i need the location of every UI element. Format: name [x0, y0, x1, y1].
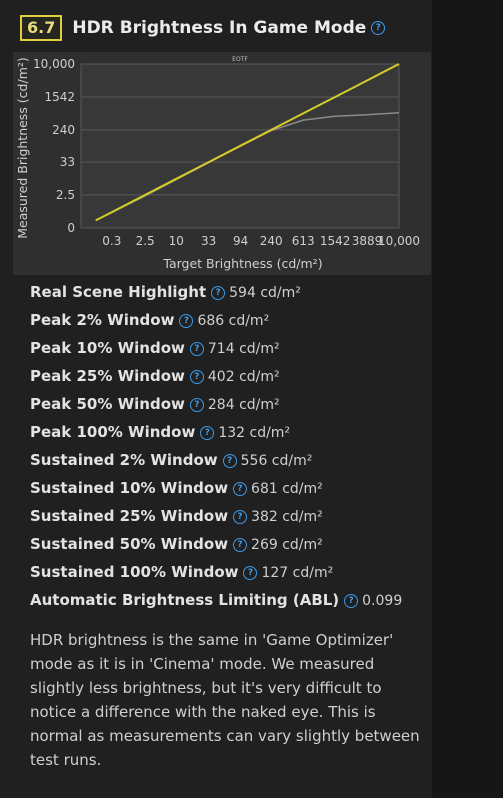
- metric-row: Sustained 2% Window? 556 cd/m²: [30, 448, 430, 476]
- review-panel: 6.7 HDR Brightness In Game Mode ? EOTF 0 2…: [13, 14, 431, 769]
- x-axis-label: Target Brightness (cd/m²): [162, 256, 322, 271]
- help-question-icon[interactable]: ?: [233, 537, 248, 552]
- help-question-icon[interactable]: ?: [222, 453, 237, 468]
- metric-label[interactable]: Real Scene Highlight: [30, 283, 207, 301]
- help-question-icon[interactable]: ?: [233, 481, 248, 496]
- y-tick-label: 2.5: [56, 188, 75, 202]
- metric-label[interactable]: Peak 50% Window: [30, 395, 185, 413]
- metric-value: 402 cd/m²: [207, 369, 280, 385]
- target-eotf-line: [95, 63, 400, 222]
- help-question-icon[interactable]: ?: [189, 369, 204, 384]
- eotf-chart-svg: EOTF 0 2.5 33 240 1542 10,000 0.3 2.5 10 33 94 240 61…: [15, 56, 420, 271]
- metric-row: Automatic Brightness Limiting (ABL)? 0.09…: [30, 588, 430, 616]
- x-tick-label: 2.5: [136, 234, 155, 248]
- x-tick-label: 3889: [352, 234, 383, 248]
- x-tick-label: 10: [169, 234, 184, 248]
- section-header: 6.7 HDR Brightness In Game Mode ?: [20, 14, 386, 42]
- x-tick-label: 94: [233, 234, 248, 248]
- help-question-icon[interactable]: ?: [243, 565, 258, 580]
- metrics-list: Real Scene Highlight? 594 cd/m² Peak 2% Wi…: [30, 280, 430, 616]
- help-question-icon[interactable]: ?: [179, 313, 194, 328]
- help-question-icon[interactable]: ?: [371, 21, 386, 35]
- metric-label[interactable]: Sustained 25% Window: [30, 507, 229, 525]
- y-tick-label: 240: [52, 123, 75, 137]
- x-tick-label: 0.3: [102, 234, 121, 248]
- y-axis-label: Measured Brightness (cd/m²): [15, 57, 30, 239]
- chart-title: EOTF: [232, 56, 248, 63]
- help-question-icon[interactable]: ?: [233, 509, 248, 524]
- metric-value: 284 cd/m²: [207, 397, 280, 413]
- help-question-icon[interactable]: ?: [344, 593, 359, 608]
- help-question-icon[interactable]: ?: [211, 285, 226, 300]
- metric-value: 686 cd/m²: [197, 313, 270, 329]
- metric-label[interactable]: Sustained 100% Window: [30, 563, 239, 581]
- y-tick-label: 1542: [44, 90, 75, 104]
- metric-label[interactable]: Peak 10% Window: [30, 339, 185, 357]
- metric-row: Peak 2% Window? 686 cd/m²: [30, 308, 430, 336]
- metric-row: Peak 50% Window? 284 cd/m²: [30, 392, 430, 420]
- metric-value: 594 cd/m²: [229, 285, 301, 301]
- metric-value: 0.099: [362, 593, 403, 609]
- plot-border: [80, 63, 400, 229]
- metric-label[interactable]: Sustained 2% Window: [30, 451, 218, 469]
- metric-label[interactable]: Sustained 50% Window: [30, 535, 229, 553]
- metric-row: Peak 25% Window? 402 cd/m²: [30, 364, 430, 392]
- metric-label[interactable]: Peak 2% Window: [30, 311, 175, 329]
- x-tick-label: 613: [292, 234, 315, 248]
- metric-label[interactable]: Peak 25% Window: [30, 367, 185, 385]
- y-tick-label: 0: [67, 221, 75, 235]
- metric-value: 714 cd/m²: [207, 341, 280, 357]
- metric-row: Sustained 50% Window? 269 cd/m²: [30, 532, 430, 560]
- help-question-icon[interactable]: ?: [200, 425, 215, 440]
- metric-row: Real Scene Highlight? 594 cd/m²: [30, 280, 430, 308]
- x-tick-label: 33: [201, 234, 216, 248]
- help-question-icon[interactable]: ?: [189, 341, 204, 356]
- metric-value: 556 cd/m²: [240, 453, 313, 469]
- metric-value: 132 cd/m²: [218, 425, 291, 441]
- metric-label[interactable]: Automatic Brightness Limiting (ABL): [30, 591, 340, 609]
- metric-value: 269 cd/m²: [251, 537, 323, 553]
- metric-row: Peak 100% Window? 132 cd/m²: [30, 420, 430, 448]
- y-tick-label: 10,000: [33, 57, 75, 71]
- x-tick-label: 240: [260, 234, 283, 248]
- metric-label[interactable]: Sustained 10% Window: [30, 479, 229, 497]
- metric-value: 681 cd/m²: [251, 481, 323, 497]
- metric-value: 127 cd/m²: [261, 565, 334, 581]
- eotf-chart: EOTF 0 2.5 33 240 1542 10,000 0.3 2.5 10 33 94 240 61…: [13, 52, 431, 275]
- metric-row: Sustained 100% Window? 127 cd/m²: [30, 560, 430, 588]
- metric-value: 382 cd/m²: [251, 509, 323, 525]
- description-text: HDR brightness is the same in 'Game Opti…: [30, 631, 420, 769]
- metric-row: Peak 10% Window? 714 cd/m²: [30, 336, 430, 364]
- metric-row: Sustained 10% Window? 681 cd/m²: [30, 476, 430, 504]
- x-tick-label: 1542: [320, 234, 351, 248]
- y-tick-label: 33: [60, 155, 75, 169]
- x-tick-label: 10,000: [378, 234, 420, 248]
- section-title[interactable]: HDR Brightness In Game Mode: [72, 18, 367, 38]
- section-number-badge: 6.7: [20, 15, 63, 41]
- help-question-icon[interactable]: ?: [189, 397, 204, 412]
- metric-label[interactable]: Peak 100% Window: [30, 423, 196, 441]
- metric-row: Sustained 25% Window? 382 cd/m²: [30, 504, 430, 532]
